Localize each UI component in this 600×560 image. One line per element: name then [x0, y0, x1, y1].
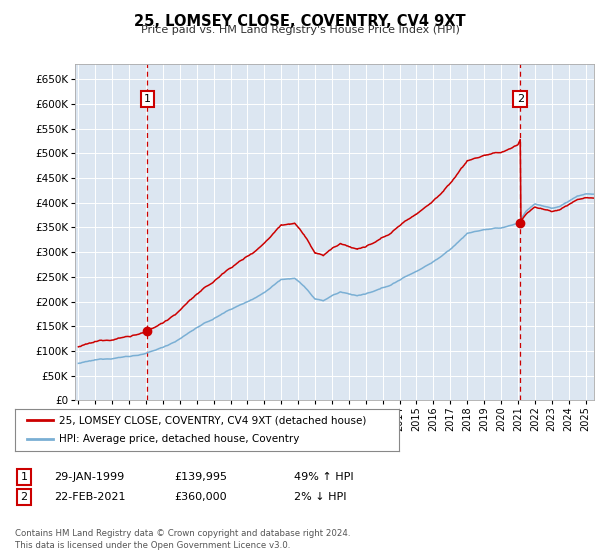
Text: 25, LOMSEY CLOSE, COVENTRY, CV4 9XT (detached house): 25, LOMSEY CLOSE, COVENTRY, CV4 9XT (det…	[59, 415, 367, 425]
Text: 1: 1	[144, 94, 151, 104]
Text: 2: 2	[517, 94, 524, 104]
Text: HPI: Average price, detached house, Coventry: HPI: Average price, detached house, Cove…	[59, 435, 299, 445]
Text: Contains HM Land Registry data © Crown copyright and database right 2024.
This d: Contains HM Land Registry data © Crown c…	[15, 529, 350, 550]
Text: 2: 2	[20, 492, 28, 502]
Text: £360,000: £360,000	[174, 492, 227, 502]
Text: 25, LOMSEY CLOSE, COVENTRY, CV4 9XT: 25, LOMSEY CLOSE, COVENTRY, CV4 9XT	[134, 14, 466, 29]
Text: 22-FEB-2021: 22-FEB-2021	[54, 492, 125, 502]
Text: 1: 1	[20, 472, 28, 482]
Text: £139,995: £139,995	[174, 472, 227, 482]
Text: 2% ↓ HPI: 2% ↓ HPI	[294, 492, 347, 502]
Text: 29-JAN-1999: 29-JAN-1999	[54, 472, 124, 482]
Text: Price paid vs. HM Land Registry's House Price Index (HPI): Price paid vs. HM Land Registry's House …	[140, 25, 460, 35]
Text: 49% ↑ HPI: 49% ↑ HPI	[294, 472, 353, 482]
